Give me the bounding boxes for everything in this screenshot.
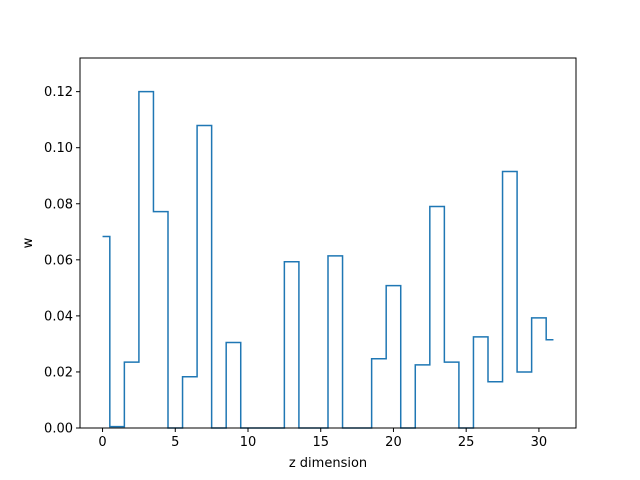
y-tick-label: 0.08 [44,197,73,212]
x-tick-label: 15 [312,435,329,450]
y-axis: 0.00 0.02 0.04 0.06 0.08 0.10 0.12 [44,85,80,437]
x-tick-label: 10 [240,435,257,450]
y-tick-label: 0.10 [44,141,73,156]
series-layer [102,90,554,429]
y-tick-label: 0.12 [44,85,73,100]
x-axis-label: z dimension [289,456,367,471]
x-tick-label: 30 [531,435,548,450]
series-line-0 [102,90,554,429]
y-tick-label: 0.04 [44,309,73,324]
x-tick-label: 0 [98,435,106,450]
y-tick-label: 0.02 [44,365,73,380]
y-tick-label: 0.00 [44,422,73,437]
x-tick-label: 20 [385,435,402,450]
x-tick-label: 5 [171,435,179,450]
x-axis: 0 5 10 15 20 25 30 [98,428,547,450]
x-tick-label: 25 [458,435,475,450]
y-axis-label: w [21,237,36,248]
plot-frame [79,57,577,429]
y-tick-label: 0.06 [44,253,73,268]
